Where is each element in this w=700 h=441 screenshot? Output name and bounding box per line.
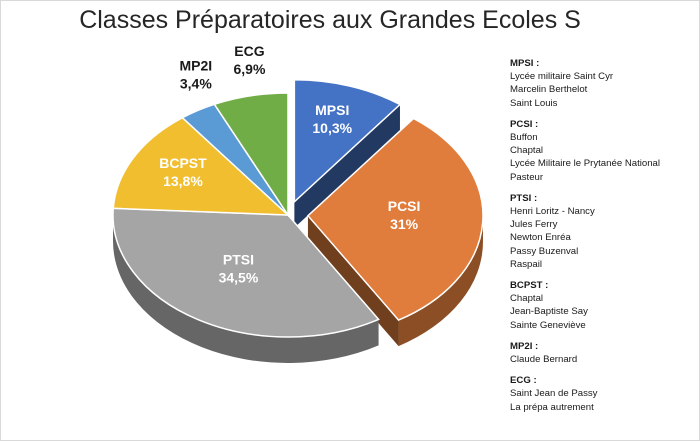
legend-school: Chaptal <box>510 145 544 157</box>
slice-side-pcsi <box>398 215 483 347</box>
legend-group-title: ECG : <box>510 375 537 387</box>
legend-school: Newton Enréa <box>510 232 571 244</box>
slice-value-bcpst: 13,8% <box>163 173 203 189</box>
legend-school: Passy Buzenval <box>510 245 579 257</box>
legend-group-title: MP2I : <box>510 340 539 352</box>
legend-school: Sainte Geneviève <box>510 319 586 331</box>
slice-mpsi <box>293 79 402 204</box>
slice-label-pcsi: PCSI <box>388 198 421 214</box>
legend-group-title: BCPST : <box>510 280 549 292</box>
legend-school: Jean-Baptiste Say <box>510 306 588 318</box>
legend-school: Lycée militaire Saint Cyr <box>510 71 614 83</box>
legend-school: Marcelin Berthelot <box>510 84 588 96</box>
slice-label-ptsi: PTSI <box>223 252 254 268</box>
slice-face-mpsi-1 <box>294 104 400 228</box>
slice-face-pcsi-1 <box>307 215 399 347</box>
legend-group-bcpst: BCPST : Chaptal Jean-Baptiste Say Sainte Ge… <box>510 279 695 332</box>
legend-school: Jules Ferry <box>510 219 558 231</box>
slice-label-mp2i: MP2I <box>179 57 212 73</box>
legend-school: Raspail <box>510 258 542 270</box>
slice-value-pcsi: 31% <box>390 216 419 232</box>
legend-group-mpsi: MPSI : Lycée militaire Saint Cyr Marcelin … <box>510 57 695 110</box>
slice-label-mpsi: MPSI <box>315 102 349 118</box>
legend-school: Saint Jean de Passy <box>510 388 598 400</box>
legend-group-mp2i: MP2I : Claude Bernard <box>510 340 695 366</box>
legend-school: Pasteur <box>510 171 544 183</box>
legend-school: Buffon <box>510 132 538 144</box>
slice-label-bcpst: BCPST <box>159 155 207 171</box>
legend-school: La prépa autrement <box>510 401 594 413</box>
slice-bcpst <box>112 116 291 216</box>
legend-group-ecg: ECG : Saint Jean de Passy La prépa autreme… <box>510 374 695 414</box>
slice-ptsi <box>112 207 380 338</box>
chart-title: Classes Préparatoires aux Grandes Ecoles… <box>79 6 581 34</box>
legend-group-pcsi: PCSI : Buffon Chaptal Lycée Militaire le Pr… <box>510 118 695 184</box>
legend-school: Lycée Militaire le Prytanée National <box>510 158 661 170</box>
slice-label-ecg: ECG <box>234 43 264 59</box>
slice-value-ecg: 6,9% <box>234 61 266 77</box>
legend: MPSI : Lycée militaire Saint Cyr Marcelin … <box>510 57 695 422</box>
slice-value-mp2i: 3,4% <box>180 75 212 91</box>
legend-school: Saint Louis <box>510 97 558 109</box>
legend-group-ptsi: PTSI : Henri Loritz - Nancy Jules Ferry New… <box>510 192 695 271</box>
slice-pcsi <box>306 117 484 322</box>
legend-school: Claude Bernard <box>510 354 578 366</box>
legend-school: Chaptal <box>510 293 544 305</box>
slice-side-ptsi <box>113 215 379 363</box>
slice-value-mpsi: 10,3% <box>312 120 352 136</box>
slice-ecg <box>213 92 289 218</box>
legend-school: Henri Loritz - Nancy <box>510 206 595 218</box>
slice-value-ptsi: 34,5% <box>219 270 259 286</box>
legend-group-title: MPSI : <box>510 58 540 69</box>
legend-group-title: PCSI : <box>510 118 539 130</box>
legend-group-title: PTSI : <box>510 192 538 204</box>
